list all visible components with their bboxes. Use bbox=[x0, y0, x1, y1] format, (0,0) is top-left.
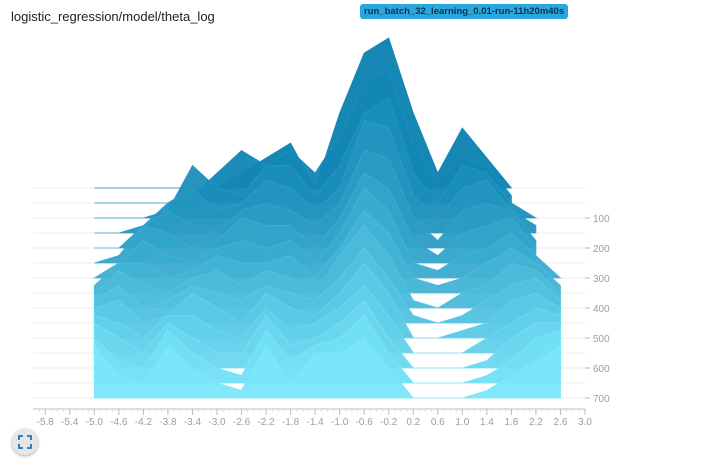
histogram-slice bbox=[93, 284, 561, 354]
histogram-slices bbox=[92, 37, 562, 399]
histogram-slice bbox=[93, 224, 561, 309]
x-tick-label: -0.6 bbox=[356, 417, 374, 428]
x-axis: -5.8 -5.4 -5.0 -4.6 -4.2 -3.8 -3.4 -3.0 -2.6 -2.2… bbox=[33, 408, 592, 428]
x-tick-label: -1.4 bbox=[307, 417, 325, 428]
histogram-slice bbox=[92, 187, 562, 279]
x-tick-label: 2.6 bbox=[554, 417, 568, 428]
x-tick-label: -1.8 bbox=[282, 417, 300, 428]
step-axis: 100 200 300 400 500 600 700 bbox=[585, 214, 610, 405]
fullscreen-expand-icon bbox=[18, 435, 32, 449]
x-tick-label: -5.8 bbox=[37, 417, 55, 428]
x-tick-label: -1.0 bbox=[331, 417, 349, 428]
step-tick-label: 100 bbox=[593, 214, 610, 225]
histogram-slice bbox=[94, 120, 537, 234]
x-tick-label: -3.8 bbox=[159, 417, 177, 428]
step-tick-label: 200 bbox=[593, 244, 610, 255]
x-tick-label: -0.2 bbox=[380, 417, 398, 428]
histogram-slice bbox=[93, 314, 561, 384]
x-tick-label: 2.2 bbox=[529, 417, 543, 428]
x-tick-label: 0.6 bbox=[431, 417, 445, 428]
x-tick-label: 1.8 bbox=[504, 417, 518, 428]
x-tick-label: -2.6 bbox=[233, 417, 251, 428]
step-tick-label: 700 bbox=[593, 394, 610, 405]
x-tick-label: 3.0 bbox=[578, 417, 592, 428]
x-tick-label: 0.2 bbox=[406, 417, 420, 428]
histogram-slice bbox=[93, 262, 561, 339]
step-tick-label: 500 bbox=[593, 334, 610, 345]
x-tick-label: -3.0 bbox=[208, 417, 226, 428]
x-tick-label: -4.6 bbox=[110, 417, 128, 428]
histogram-slice bbox=[93, 337, 561, 399]
step-tick-label: 300 bbox=[593, 274, 610, 285]
x-tick-label: -2.2 bbox=[257, 417, 275, 428]
expand-button[interactable] bbox=[12, 429, 38, 455]
x-tick-label: 1.0 bbox=[455, 417, 469, 428]
card-title: logistic_regression/model/theta_log bbox=[11, 9, 215, 24]
run-badge[interactable]: run_batch_32_learning_0.01-run-11h20m40s bbox=[360, 4, 569, 19]
step-tick-label: 600 bbox=[593, 364, 610, 375]
x-tick-label: -5.4 bbox=[61, 417, 79, 428]
x-tick-label: -4.2 bbox=[135, 417, 153, 428]
histogram-slice bbox=[93, 299, 561, 369]
step-tick-label: 400 bbox=[593, 304, 610, 315]
x-tick-label: 1.4 bbox=[480, 417, 494, 428]
x-tick-label: -5.0 bbox=[86, 417, 104, 428]
x-tick-label: -3.4 bbox=[184, 417, 202, 428]
